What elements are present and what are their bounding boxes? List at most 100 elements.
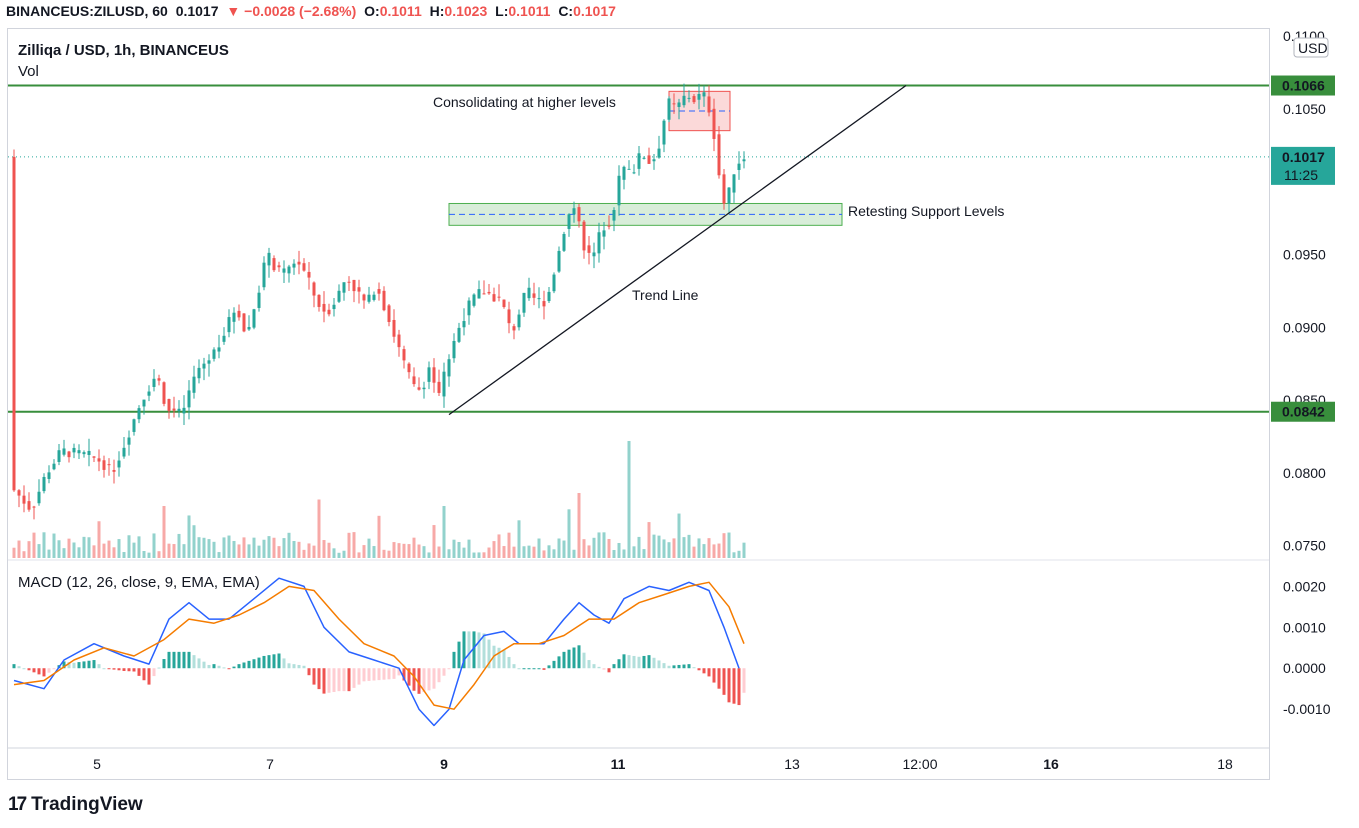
macd-histogram-bar: [632, 655, 636, 669]
volume-bar: [237, 544, 241, 558]
macd-histogram-bar: [382, 668, 386, 680]
candle-body: [462, 321, 466, 328]
volume-bar: [302, 549, 306, 558]
macd-legend[interactable]: MACD (12, 26, close, 9, EMA, EMA): [18, 574, 260, 591]
volume-bar: [557, 538, 561, 558]
volume-bar: [487, 547, 491, 558]
candle-body: [622, 166, 626, 180]
candle-body: [162, 382, 166, 404]
macd-histogram-bar: [387, 668, 391, 680]
candle-body: [672, 103, 676, 105]
volume-bar: [287, 532, 291, 558]
symbol-label[interactable]: BINANCEUS:ZILUSD, 60: [6, 3, 168, 19]
macd-histogram-bar: [127, 668, 131, 672]
macd-histogram-bar: [222, 667, 226, 669]
price-tick-label: 0.0950: [1283, 246, 1326, 262]
volume-bar: [22, 551, 26, 558]
candle-body: [447, 359, 451, 377]
price-change: ▼ −0.0028 (−2.68%): [226, 3, 357, 19]
candle-body: [122, 447, 126, 457]
macd-histogram-bar: [67, 662, 71, 669]
candle-body: [47, 472, 51, 479]
macd-tick-label: 0.0010: [1283, 619, 1326, 635]
tradingview-brand[interactable]: 17 TradingView: [8, 794, 143, 816]
candle-body: [27, 501, 31, 510]
candle-body: [82, 452, 86, 455]
candle-body: [152, 378, 156, 387]
macd-histogram-bar: [277, 653, 281, 669]
macd-histogram-bar: [52, 668, 56, 670]
macd-histogram-bar: [567, 649, 571, 669]
volume-bar: [597, 532, 601, 558]
volume-bar: [687, 534, 691, 558]
volume-bar: [627, 441, 631, 558]
volume-bar: [572, 549, 576, 558]
candle-body: [617, 175, 621, 206]
candle-body: [232, 312, 236, 322]
volume-bar: [37, 544, 41, 558]
macd-histogram-bar: [207, 664, 211, 669]
macd-histogram-bar: [617, 659, 621, 669]
volume-bar: [397, 543, 401, 558]
candle-body: [507, 309, 511, 324]
candle-body: [117, 460, 121, 468]
volume-bar: [592, 537, 596, 558]
macd-histogram-bar: [27, 668, 31, 671]
macd-histogram-bar: [362, 668, 366, 682]
macd-histogram-bar: [517, 668, 521, 670]
candle-body: [517, 314, 521, 328]
candle-body: [242, 313, 246, 332]
volume-bar: [297, 541, 301, 558]
candle-body: [177, 408, 181, 412]
macd-histogram-bar: [22, 668, 26, 670]
macd-histogram-bar: [697, 668, 701, 671]
candle-body: [17, 490, 21, 496]
macd-tick-label: -0.0010: [1283, 701, 1331, 717]
volume-bar: [717, 543, 721, 558]
candle-body: [287, 266, 291, 274]
volume-bar: [432, 525, 436, 558]
volume-bar: [477, 552, 481, 558]
candle-body: [302, 263, 306, 271]
volume-bar: [482, 552, 486, 558]
volume-bar: [417, 544, 421, 558]
macd-histogram-bar: [597, 666, 601, 669]
candle-body: [717, 134, 721, 176]
macd-histogram-bar: [82, 661, 86, 669]
candle-body: [402, 349, 406, 361]
candle-body: [542, 301, 546, 307]
macd-histogram-bar: [572, 647, 576, 669]
volume-bar: [512, 546, 516, 558]
volume-bar: [742, 542, 746, 558]
candle-body: [102, 460, 106, 470]
candle-body: [702, 92, 706, 97]
low-label: L:: [495, 3, 509, 19]
candle-body: [562, 233, 566, 251]
volume-legend[interactable]: Vol: [18, 63, 39, 80]
close-label: C:: [558, 3, 574, 19]
macd-histogram-bar: [132, 668, 136, 672]
candle-body: [317, 294, 321, 307]
macd-histogram-bar: [542, 668, 546, 670]
candle-body: [262, 262, 266, 288]
candle-body: [387, 305, 391, 322]
volume-bar: [697, 538, 701, 558]
volume-bar: [462, 547, 466, 558]
volume-bar: [277, 546, 281, 558]
macd-histogram-bar: [497, 647, 501, 669]
candle-body: [272, 258, 276, 271]
volume-bar: [712, 544, 716, 558]
volume-bar: [377, 515, 381, 558]
price-tick-label: 0.0750: [1283, 538, 1326, 554]
macd-histogram-bar: [87, 660, 91, 669]
macd-line: [13, 577, 740, 727]
candle-body: [722, 174, 726, 204]
macd-histogram-bar: [672, 665, 676, 669]
candle-body: [12, 156, 16, 491]
candle-body: [502, 299, 506, 308]
volume-bar: [662, 539, 666, 558]
price-tick-label: 0.1050: [1283, 101, 1326, 117]
volume-bar: [447, 549, 451, 558]
chart-legend-title[interactable]: Zilliqa / USD, 1h, BINANCEUS: [18, 42, 229, 59]
